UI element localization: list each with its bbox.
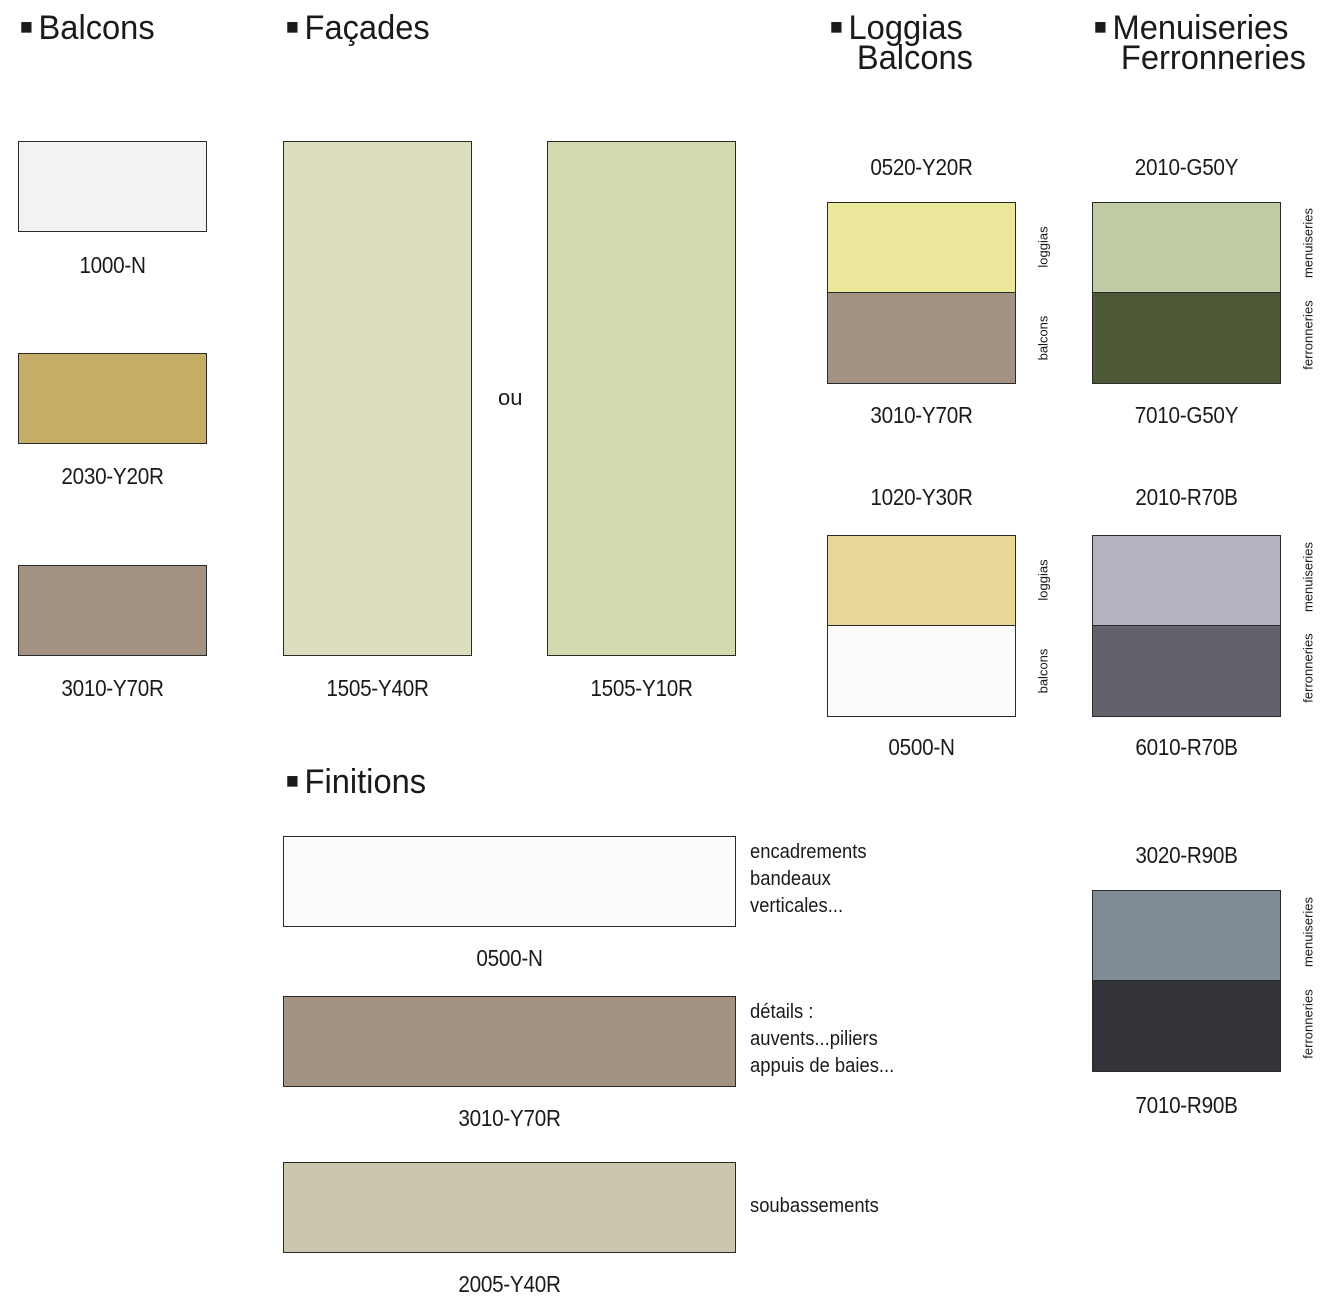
loggia-2-label-loggias: loggias [1035, 559, 1051, 601]
menuiserie-1-label-ferronneries: ferronneries [1300, 300, 1316, 370]
finition-code-3: 2005-Y40R [458, 1271, 561, 1297]
menuiserie-swatch-2 [1092, 535, 1281, 717]
menuiserie-bottom-code-3: 7010-R90B [1135, 1092, 1238, 1118]
menuiserie-top-code-1: 2010-G50Y [1134, 154, 1239, 180]
menuiserie-swatch-3-bottom [1093, 981, 1280, 1071]
balcon-code-1: 1000-N [79, 252, 146, 278]
menuiserie-swatch-2-bottom [1093, 626, 1280, 716]
loggia-swatch-2-bottom [828, 626, 1015, 716]
bullet-icon: ■ [1094, 14, 1107, 39]
finition-code-2: 3010-Y70R [458, 1105, 561, 1131]
loggia-top-code-1: 0520-Y20R [870, 154, 973, 180]
balcon-swatch-2 [18, 353, 207, 444]
loggia-swatch-1-bottom [828, 293, 1015, 383]
menuiserie-2-label-ferronneries: ferronneries [1300, 633, 1316, 703]
balcon-code-3: 3010-Y70R [61, 675, 164, 701]
finition-desc-3: soubassements [750, 1195, 879, 1217]
facade-swatch-right [547, 141, 736, 656]
facade-code-right: 1505-Y10R [590, 675, 693, 701]
menuiserie-2-label-menuiseries: menuiseries [1300, 541, 1316, 613]
facade-swatch-left [283, 141, 472, 656]
loggia-2-label-balcons: balcons [1035, 648, 1051, 694]
bullet-icon: ■ [286, 14, 299, 39]
menuiserie-3-label-ferronneries: ferronneries [1300, 989, 1316, 1059]
loggia-swatch-2-top [828, 536, 1015, 626]
bullet-icon: ■ [20, 14, 33, 39]
facade-or-label: ou [498, 385, 523, 410]
heading-facades: ■ Façades [286, 9, 430, 47]
bullet-icon: ■ [286, 768, 299, 793]
finition-code-1: 0500-N [476, 945, 543, 971]
heading-balcons: ■ Balcons [20, 9, 155, 47]
balcon-swatch-3 [18, 565, 207, 656]
menuiserie-top-code-2: 2010-R70B [1135, 484, 1238, 510]
loggia-top-code-2: 1020-Y30R [870, 484, 973, 510]
finition-swatch-2 [283, 996, 736, 1087]
heading-menuiseries-ferronneries: ■ Menuiseries Ferronneries [1094, 9, 1306, 77]
bullet-icon: ■ [830, 14, 843, 39]
menuiserie-bottom-code-1: 7010-G50Y [1134, 402, 1239, 428]
menuiserie-bottom-code-2: 6010-R70B [1135, 734, 1238, 760]
menuiserie-top-code-3: 3020-R90B [1135, 842, 1238, 868]
loggia-1-label-balcons: balcons [1035, 315, 1051, 361]
loggia-bottom-code-2: 0500-N [888, 734, 955, 760]
finition-swatch-1 [283, 836, 736, 927]
facade-code-left: 1505-Y40R [326, 675, 429, 701]
menuiserie-swatch-1 [1092, 202, 1281, 384]
heading-loggias-balcons: ■ Loggias Balcons [830, 9, 974, 77]
menuiserie-swatch-1-bottom [1093, 293, 1280, 383]
loggia-swatch-1 [827, 202, 1016, 384]
loggia-swatch-2 [827, 535, 1016, 717]
balcon-code-2: 2030-Y20R [61, 463, 164, 489]
finition-swatch-3 [283, 1162, 736, 1253]
loggia-1-label-loggias: loggias [1035, 226, 1051, 268]
finition-desc-1: encadrements bandeaux verticales... [750, 841, 867, 917]
menuiserie-1-label-menuiseries: menuiseries [1300, 207, 1316, 279]
menuiserie-swatch-3 [1092, 890, 1281, 1072]
menuiserie-3-label-menuiseries: menuiseries [1300, 896, 1316, 968]
loggia-bottom-code-1: 3010-Y70R [870, 402, 973, 428]
loggia-swatch-1-top [828, 203, 1015, 293]
menuiserie-swatch-2-top [1093, 536, 1280, 626]
heading-finitions: ■ Finitions [286, 763, 427, 801]
menuiserie-swatch-3-top [1093, 891, 1280, 981]
menuiserie-swatch-1-top [1093, 203, 1280, 293]
finition-desc-2: détails : auvents...piliers appuis de ba… [750, 1001, 895, 1077]
balcon-swatch-1 [18, 141, 207, 232]
